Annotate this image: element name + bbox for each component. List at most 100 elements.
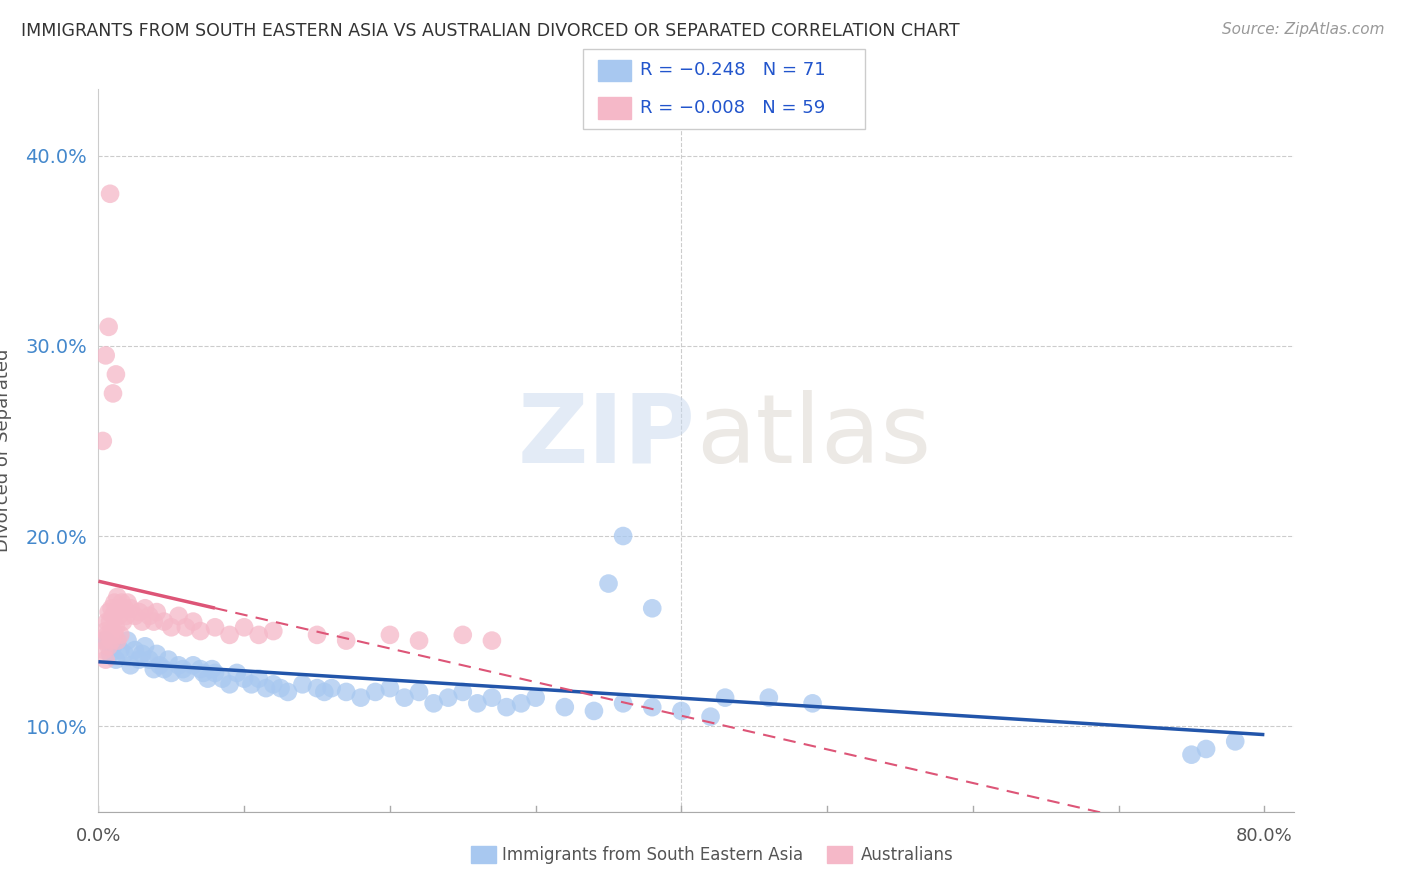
Point xyxy=(181,615,204,629)
Point xyxy=(270,681,292,695)
Point xyxy=(305,681,328,695)
Point xyxy=(104,605,127,619)
Point xyxy=(94,348,117,362)
Point xyxy=(117,633,139,648)
Point xyxy=(495,700,517,714)
Point xyxy=(1195,742,1218,756)
Point xyxy=(451,685,474,699)
Point xyxy=(612,696,634,710)
Point xyxy=(103,628,125,642)
Point xyxy=(167,608,190,623)
Point xyxy=(131,615,153,629)
Point xyxy=(801,696,824,710)
Point xyxy=(105,590,128,604)
Point xyxy=(437,690,460,705)
Point xyxy=(142,662,165,676)
Point xyxy=(378,628,401,642)
Point xyxy=(120,658,142,673)
Point xyxy=(134,601,156,615)
Point xyxy=(218,628,240,642)
Point xyxy=(233,672,256,686)
Point xyxy=(142,615,165,629)
Point xyxy=(98,628,121,642)
Text: 80.0%: 80.0% xyxy=(1236,827,1292,845)
Point xyxy=(350,690,373,705)
Point xyxy=(193,665,215,680)
Point xyxy=(197,672,219,686)
Point xyxy=(91,633,114,648)
Point xyxy=(598,576,620,591)
Point xyxy=(378,681,401,695)
Point xyxy=(408,685,430,699)
Point xyxy=(134,640,156,654)
Point xyxy=(1180,747,1202,762)
Point xyxy=(103,596,125,610)
Point xyxy=(582,704,605,718)
Point xyxy=(131,647,153,661)
Text: R = −0.248   N = 71: R = −0.248 N = 71 xyxy=(640,62,825,79)
Point xyxy=(671,704,693,718)
Point xyxy=(314,685,336,699)
Point xyxy=(111,596,134,610)
Point xyxy=(699,709,721,723)
Point xyxy=(115,608,138,623)
Point xyxy=(94,624,117,639)
Point xyxy=(98,615,121,629)
Text: R = −0.008   N = 59: R = −0.008 N = 59 xyxy=(640,99,825,117)
Point xyxy=(554,700,576,714)
Text: ZIP: ZIP xyxy=(517,390,696,483)
Point xyxy=(408,633,430,648)
Point xyxy=(422,696,444,710)
Point xyxy=(641,700,664,714)
Point xyxy=(211,672,233,686)
Point xyxy=(104,368,127,382)
Point xyxy=(101,640,124,654)
Point xyxy=(145,647,167,661)
Point xyxy=(254,681,277,695)
Point xyxy=(110,601,132,615)
Point xyxy=(225,665,247,680)
Point xyxy=(153,615,176,629)
Point xyxy=(160,620,183,634)
Point xyxy=(467,696,489,710)
Text: atlas: atlas xyxy=(696,390,931,483)
Point xyxy=(124,643,146,657)
Point xyxy=(364,685,387,699)
Text: 0.0%: 0.0% xyxy=(76,827,121,845)
Point xyxy=(262,624,284,639)
Point xyxy=(145,605,167,619)
Point xyxy=(101,386,124,401)
Point xyxy=(167,658,190,673)
Point xyxy=(233,620,256,634)
Point xyxy=(100,633,122,648)
Point xyxy=(181,658,204,673)
Point xyxy=(190,662,212,676)
Point xyxy=(104,620,127,634)
Text: IMMIGRANTS FROM SOUTH EASTERN ASIA VS AUSTRALIAN DIVORCED OR SEPARATED CORRELATI: IMMIGRANTS FROM SOUTH EASTERN ASIA VS AU… xyxy=(21,22,960,40)
Point xyxy=(262,677,284,691)
Point xyxy=(112,615,135,629)
Point xyxy=(97,640,120,654)
Point xyxy=(97,319,120,334)
Point xyxy=(451,628,474,642)
Point xyxy=(174,665,197,680)
Point xyxy=(98,647,121,661)
Point xyxy=(160,665,183,680)
Point xyxy=(97,605,120,619)
Point xyxy=(93,643,115,657)
Point xyxy=(612,529,634,543)
Point xyxy=(481,690,503,705)
Point xyxy=(94,652,117,666)
Point xyxy=(758,690,780,705)
Point xyxy=(714,690,737,705)
Point xyxy=(138,652,160,666)
Point xyxy=(204,665,226,680)
Point xyxy=(120,601,142,615)
Point xyxy=(96,628,118,642)
Point xyxy=(104,652,127,666)
Text: Immigrants from South Eastern Asia: Immigrants from South Eastern Asia xyxy=(502,846,803,863)
Point xyxy=(96,615,118,629)
Point xyxy=(524,690,547,705)
Point xyxy=(240,677,263,691)
Point xyxy=(204,620,226,634)
